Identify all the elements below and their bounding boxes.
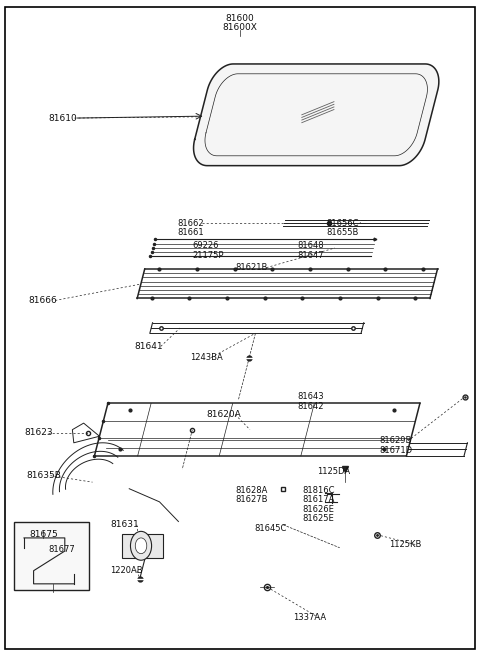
Text: 1220AB: 1220AB bbox=[110, 566, 143, 575]
Text: 81645C: 81645C bbox=[254, 523, 287, 533]
Text: 81600X: 81600X bbox=[223, 23, 257, 32]
Text: 1125KB: 1125KB bbox=[389, 540, 421, 549]
Text: 81627B: 81627B bbox=[235, 495, 268, 504]
Text: 81626E: 81626E bbox=[302, 504, 334, 514]
Text: 81617A: 81617A bbox=[302, 495, 335, 504]
Circle shape bbox=[135, 538, 147, 554]
Text: 81656C: 81656C bbox=[326, 218, 359, 228]
Text: 81623: 81623 bbox=[24, 428, 53, 438]
Circle shape bbox=[131, 531, 152, 560]
Bar bbox=[14, 522, 89, 590]
Text: 81816C: 81816C bbox=[302, 486, 335, 495]
Text: 1243BA: 1243BA bbox=[190, 353, 222, 362]
Text: 69226: 69226 bbox=[192, 241, 218, 251]
Text: 81620A: 81620A bbox=[206, 410, 241, 419]
Text: 81621B: 81621B bbox=[235, 263, 267, 272]
Text: 81661: 81661 bbox=[178, 228, 204, 237]
Text: 1337AA: 1337AA bbox=[293, 613, 326, 623]
Text: 81675: 81675 bbox=[30, 530, 59, 539]
Text: 81628A: 81628A bbox=[235, 486, 267, 495]
Text: 81635B: 81635B bbox=[26, 471, 61, 480]
Text: 81641: 81641 bbox=[134, 342, 163, 351]
Text: 81666: 81666 bbox=[29, 296, 58, 305]
Text: 81610: 81610 bbox=[48, 113, 77, 123]
Polygon shape bbox=[205, 74, 427, 156]
Text: 81671D: 81671D bbox=[379, 445, 412, 455]
Text: 81629B: 81629B bbox=[379, 436, 411, 445]
Text: 81662: 81662 bbox=[178, 218, 204, 228]
Polygon shape bbox=[122, 534, 163, 558]
Text: 81643: 81643 bbox=[298, 392, 324, 401]
Text: 21175P: 21175P bbox=[192, 251, 224, 260]
Text: 81648: 81648 bbox=[298, 241, 324, 251]
Text: 81625E: 81625E bbox=[302, 514, 334, 523]
Text: 81600: 81600 bbox=[226, 14, 254, 23]
Text: 81647: 81647 bbox=[298, 251, 324, 260]
Text: 1125DA: 1125DA bbox=[317, 466, 350, 476]
Text: 81631: 81631 bbox=[110, 520, 139, 529]
Text: 81677: 81677 bbox=[48, 544, 75, 554]
Text: 81642: 81642 bbox=[298, 401, 324, 411]
Text: 81655B: 81655B bbox=[326, 228, 359, 237]
Polygon shape bbox=[193, 64, 439, 166]
